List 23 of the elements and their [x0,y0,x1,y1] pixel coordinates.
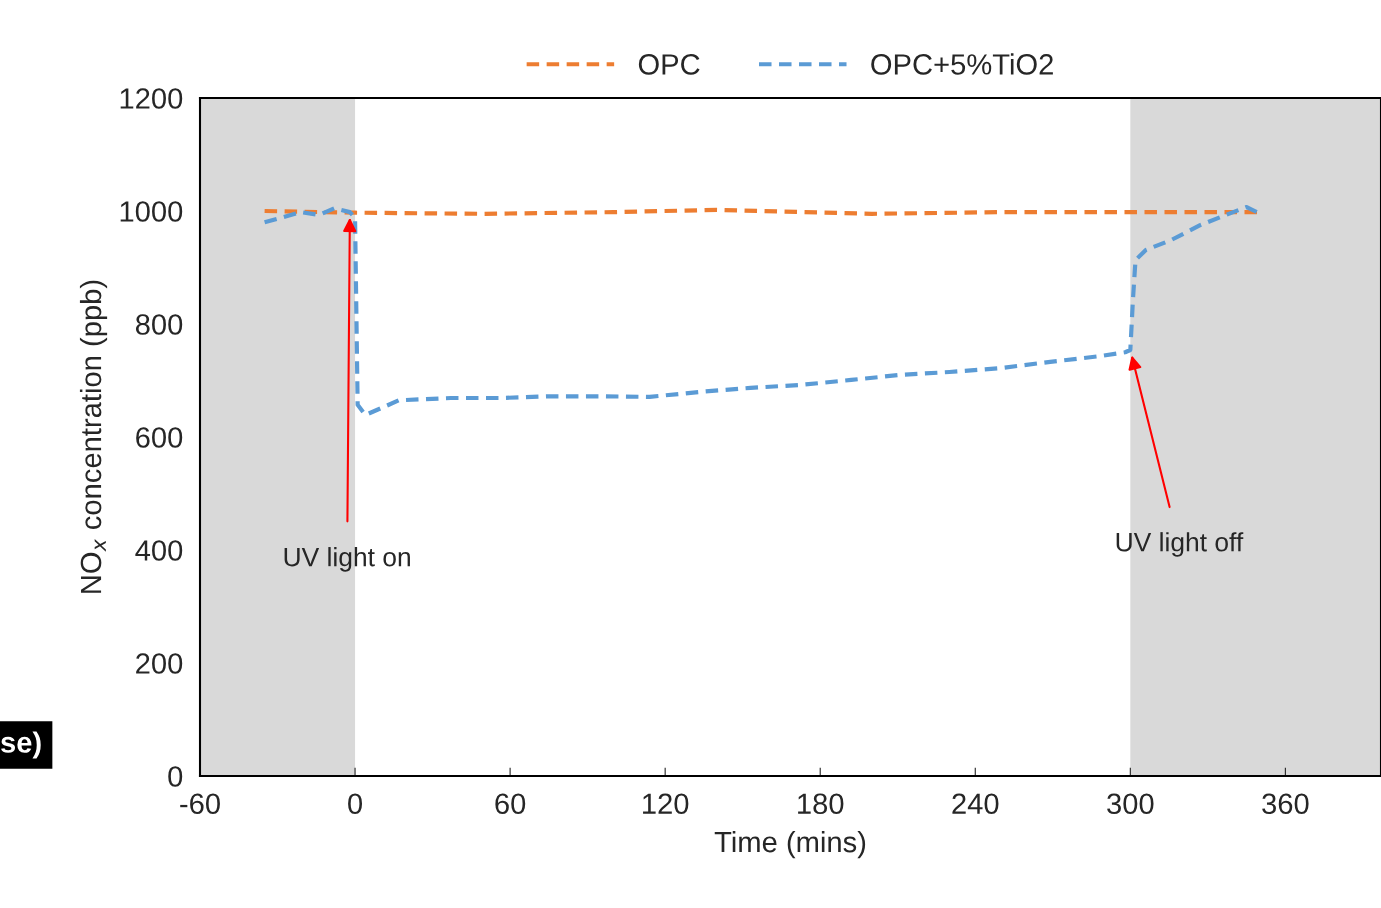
annotation: UV light on [284,547,410,572]
y-tick-label: 1200 [120,88,183,109]
x-tick-label: 120 [643,793,689,815]
x-tick-label: 240 [952,793,999,815]
y-tick-label: 200 [136,653,183,674]
annotation: UV light off [1116,532,1244,557]
x-axis-title: Time (mins) [714,830,866,859]
y-tick-label: 400 [135,540,183,561]
x-tick-label: -60 [180,793,220,815]
y-tick-label: 1000 [120,201,183,222]
x-tick-label: 0 [348,793,363,815]
y-tick-label: 600 [136,427,183,448]
legend-label: OPC+5%TiO2 [871,53,1053,75]
y-tick-label: 800 [135,314,183,335]
line-series [262,204,1260,418]
x-tick-label: 360 [1262,793,1309,815]
legend-label: OPC [638,54,700,75]
y-tick-label: 0 [168,766,183,787]
x-tick-label: 300 [1107,793,1154,815]
x-tick-label: 180 [798,793,844,815]
x-tick-label: 60 [495,793,526,815]
y-axis-title: NO$_{x}$ concentration (ppb) [79,280,108,593]
text: se) [1,731,41,759]
